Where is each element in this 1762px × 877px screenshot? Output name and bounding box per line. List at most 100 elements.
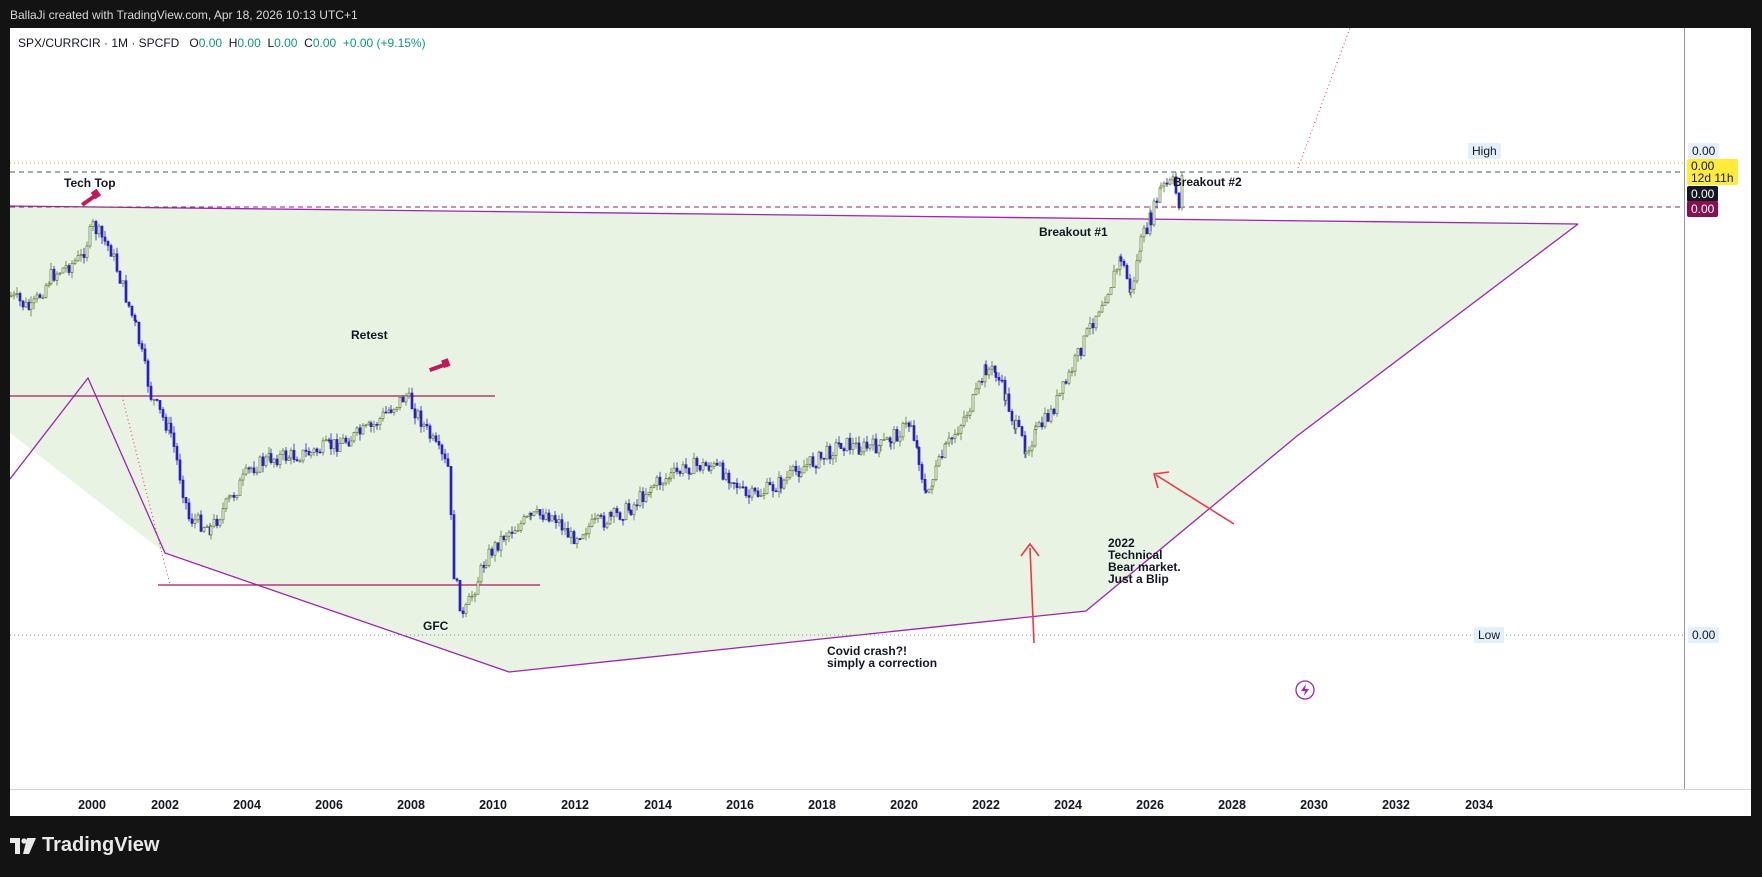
candle-body [566,527,570,538]
candle-body [647,491,651,495]
candle-body [227,496,231,500]
plot-area[interactable]: SPX/CURRCIR · 1M · SPCFD O0.00 H0.00 L0.… [10,28,1684,789]
candle-body [499,535,503,551]
candle-body [593,518,597,520]
candle-body [641,491,645,503]
candle-body [779,477,783,489]
price-axis[interactable]: 0.00 0.00 12d 11h 0.00 0.00 0.00 [1684,28,1752,789]
candle-body [627,503,631,511]
bear-label-line3: Bear market. [1108,560,1181,574]
candle-body [1100,304,1104,313]
candle-body [18,293,22,302]
time-axis[interactable]: 2000 2002 2004 2006 2008 2010 2012 2014 … [10,789,1751,817]
candle-body [484,565,488,568]
triangle-pattern-fill [10,206,1578,672]
candle-body [814,465,818,469]
legend-open-value: 0.00 [198,36,223,50]
candle-body [487,548,491,566]
candle-body [669,472,673,479]
bar-countdown: 12d 11h [1691,171,1734,185]
candle-body [91,221,95,227]
covid-arrow-head [1020,542,1040,557]
candle-body [729,482,733,485]
legend-symbol[interactable]: SPX/CURRCIR · 1M · SPCFD [18,36,180,50]
candle-body [924,489,928,493]
candle-body [522,516,526,524]
candle-body [149,385,153,400]
candle-body [398,396,402,408]
candle-body [544,512,548,520]
candle-body [493,542,497,556]
x-tick: 2034 [1465,798,1493,812]
candle-body [164,416,168,431]
candle-body [199,514,203,532]
candle-body [94,221,98,235]
candle-body [834,442,838,456]
candle-body [364,424,368,427]
candle-body [590,518,594,527]
candle-body [727,472,731,484]
candle-body [338,443,342,452]
candle-body [175,446,179,461]
candle-body [744,486,748,496]
candle-body [687,467,691,475]
candle-body [161,409,165,418]
candle-body [692,457,696,474]
candle-body [1149,212,1153,226]
candle-body [848,437,852,450]
candle-body [58,272,62,275]
candle-body [1058,392,1062,396]
candle-body [788,470,792,478]
candle-body [721,462,725,480]
candle-body [181,479,185,498]
candle-body [416,410,420,419]
candle-body [134,320,138,323]
x-tick: 2012 [561,798,589,812]
candle-body [901,422,905,438]
candle-body [1052,408,1056,415]
x-tick: 2014 [644,798,672,812]
candle-body [137,321,141,344]
candle-body [490,548,494,556]
candle-body [987,368,991,376]
candle-body [609,512,613,517]
tradingview-logo[interactable]: TradingView [10,834,159,857]
candle-body [944,442,948,445]
candle-body [1122,260,1126,266]
candle-body [504,535,508,541]
candle-body [218,519,222,526]
candle-body [667,477,671,480]
candle-body [943,443,947,458]
candle-body [446,458,450,467]
candle-body [252,467,256,474]
candle-body [1007,393,1011,412]
candle-body [458,579,462,612]
candle-body [384,411,388,414]
bear-arrow-line [1155,474,1235,525]
candle-body [704,462,708,467]
candle-body [130,305,134,316]
candle-body [1020,426,1024,436]
candle-body [560,519,564,531]
candle-body [431,435,435,439]
candle-body [35,294,39,300]
candle-body [724,472,728,480]
candle-body [47,283,51,286]
candle-body [1088,323,1092,329]
candle-body [974,388,978,395]
candle-body [732,482,736,485]
candle-body [378,418,382,426]
candle-body [802,466,806,474]
candle-body [756,490,760,497]
candle-body [215,518,219,526]
candle-body [1014,419,1018,430]
candle-body [224,498,228,510]
triangle-upper-line [10,205,1579,225]
candle-body [395,406,399,410]
chart-pane[interactable]: SPX/CURRCIR · 1M · SPCFD O0.00 H0.00 L0.… [10,28,1751,816]
candle-body [381,411,385,419]
candle-body [115,253,119,272]
candle-body [519,523,523,531]
candle-body [190,518,194,524]
x-tick: 2020 [890,798,918,812]
